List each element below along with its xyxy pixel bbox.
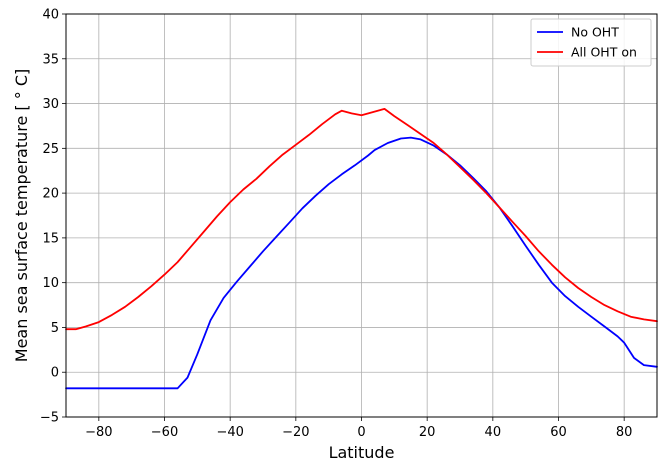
ticks bbox=[62, 13, 625, 421]
legend: No OHT All OHT on bbox=[530, 18, 652, 67]
y-tick-label: 25 bbox=[42, 142, 59, 157]
y-tick-label: 30 bbox=[42, 97, 59, 112]
x-tick-label: −60 bbox=[151, 425, 178, 440]
legend-label-all-oht-on: All OHT on bbox=[571, 45, 637, 60]
legend-label-no-oht: No OHT bbox=[571, 25, 619, 40]
y-tick-label: 20 bbox=[42, 187, 59, 202]
y-tick-label: 10 bbox=[42, 276, 59, 291]
x-tick-label: 20 bbox=[419, 425, 436, 440]
x-tick-label: −40 bbox=[216, 425, 243, 440]
x-tick-label: 60 bbox=[550, 425, 567, 440]
series-line-all-oht-on bbox=[65, 108, 658, 331]
y-axis-label: Mean sea surface temperature [ ° C] bbox=[12, 69, 31, 362]
tick-labels: −80 −60 −40 −20 0 20 40 60 80 −5 0 5 10 15 20 25 30 35 40 bbox=[40, 8, 633, 441]
legend-box bbox=[530, 18, 652, 67]
y-tick-label: 0 bbox=[51, 366, 59, 381]
x-axis-label: Latitude bbox=[329, 443, 395, 462]
y-tick-label: 5 bbox=[51, 321, 59, 336]
x-tick-label: −80 bbox=[85, 425, 112, 440]
y-tick-label: −5 bbox=[40, 411, 59, 426]
y-tick-label: 40 bbox=[42, 8, 59, 23]
x-tick-label: 0 bbox=[357, 425, 365, 440]
x-tick-label: 40 bbox=[485, 425, 502, 440]
series-layer bbox=[65, 108, 658, 390]
x-tick-label: 80 bbox=[616, 425, 633, 440]
y-tick-label: 15 bbox=[42, 231, 59, 246]
series-line-no-oht bbox=[65, 136, 658, 390]
x-tick-label: −20 bbox=[282, 425, 309, 440]
y-tick-label: 35 bbox=[42, 52, 59, 67]
